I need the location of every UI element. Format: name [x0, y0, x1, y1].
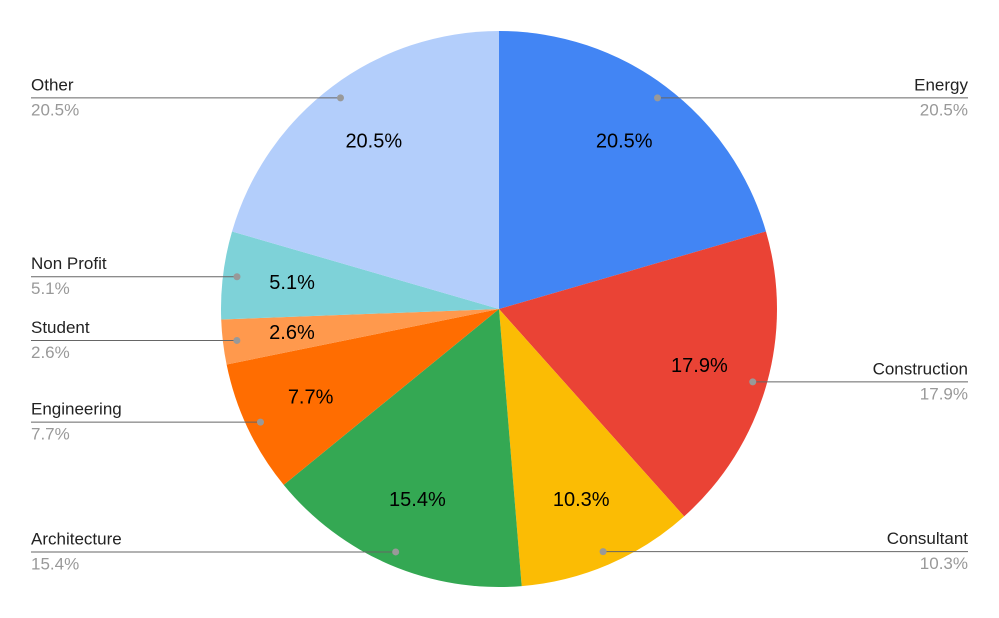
legend-value: 7.7%	[31, 425, 70, 444]
legend-name: Student	[31, 318, 90, 337]
leader-dot	[233, 336, 241, 344]
slice-label: 2.6%	[269, 322, 315, 344]
leader-dot	[233, 273, 241, 281]
pie-slice	[221, 231, 499, 320]
legend-name: Other	[31, 75, 74, 94]
legend-value: 17.9%	[920, 384, 968, 403]
slice-label: 17.9%	[671, 355, 728, 377]
slice-label: 20.5%	[596, 131, 653, 153]
legend-value: 15.4%	[31, 554, 79, 573]
leader-dot	[256, 418, 264, 426]
leader-dot	[599, 548, 607, 556]
pie-slice	[499, 31, 766, 309]
legend-name: Construction	[873, 359, 968, 378]
leader-dot	[392, 548, 400, 556]
legend-value: 5.1%	[31, 279, 70, 298]
legend-name: Energy	[914, 75, 968, 94]
leader-dot	[654, 94, 662, 102]
slice-label: 15.4%	[389, 489, 446, 511]
legend-value: 20.5%	[920, 100, 968, 119]
legend-name: Non Profit	[31, 254, 107, 273]
pie-slice	[226, 309, 500, 485]
leader-dot	[749, 378, 757, 386]
legend-value: 2.6%	[31, 343, 70, 362]
slice-label: 5.1%	[269, 272, 315, 294]
pie-slice	[499, 231, 778, 517]
slice-label: 10.3%	[553, 489, 610, 511]
slice-label: 20.5%	[345, 131, 402, 153]
pie-slice	[221, 309, 500, 365]
legend-name: Architecture	[31, 529, 122, 548]
pie-slice	[499, 309, 685, 587]
legend-value: 10.3%	[920, 554, 968, 573]
slice-label: 7.7%	[288, 387, 334, 409]
pie-slice	[232, 31, 499, 309]
legend-name: Engineering	[31, 400, 122, 419]
leader-dot	[336, 94, 344, 102]
pie-slice	[283, 309, 522, 587]
legend-name: Consultant	[887, 529, 969, 548]
legend-value: 20.5%	[31, 100, 79, 119]
